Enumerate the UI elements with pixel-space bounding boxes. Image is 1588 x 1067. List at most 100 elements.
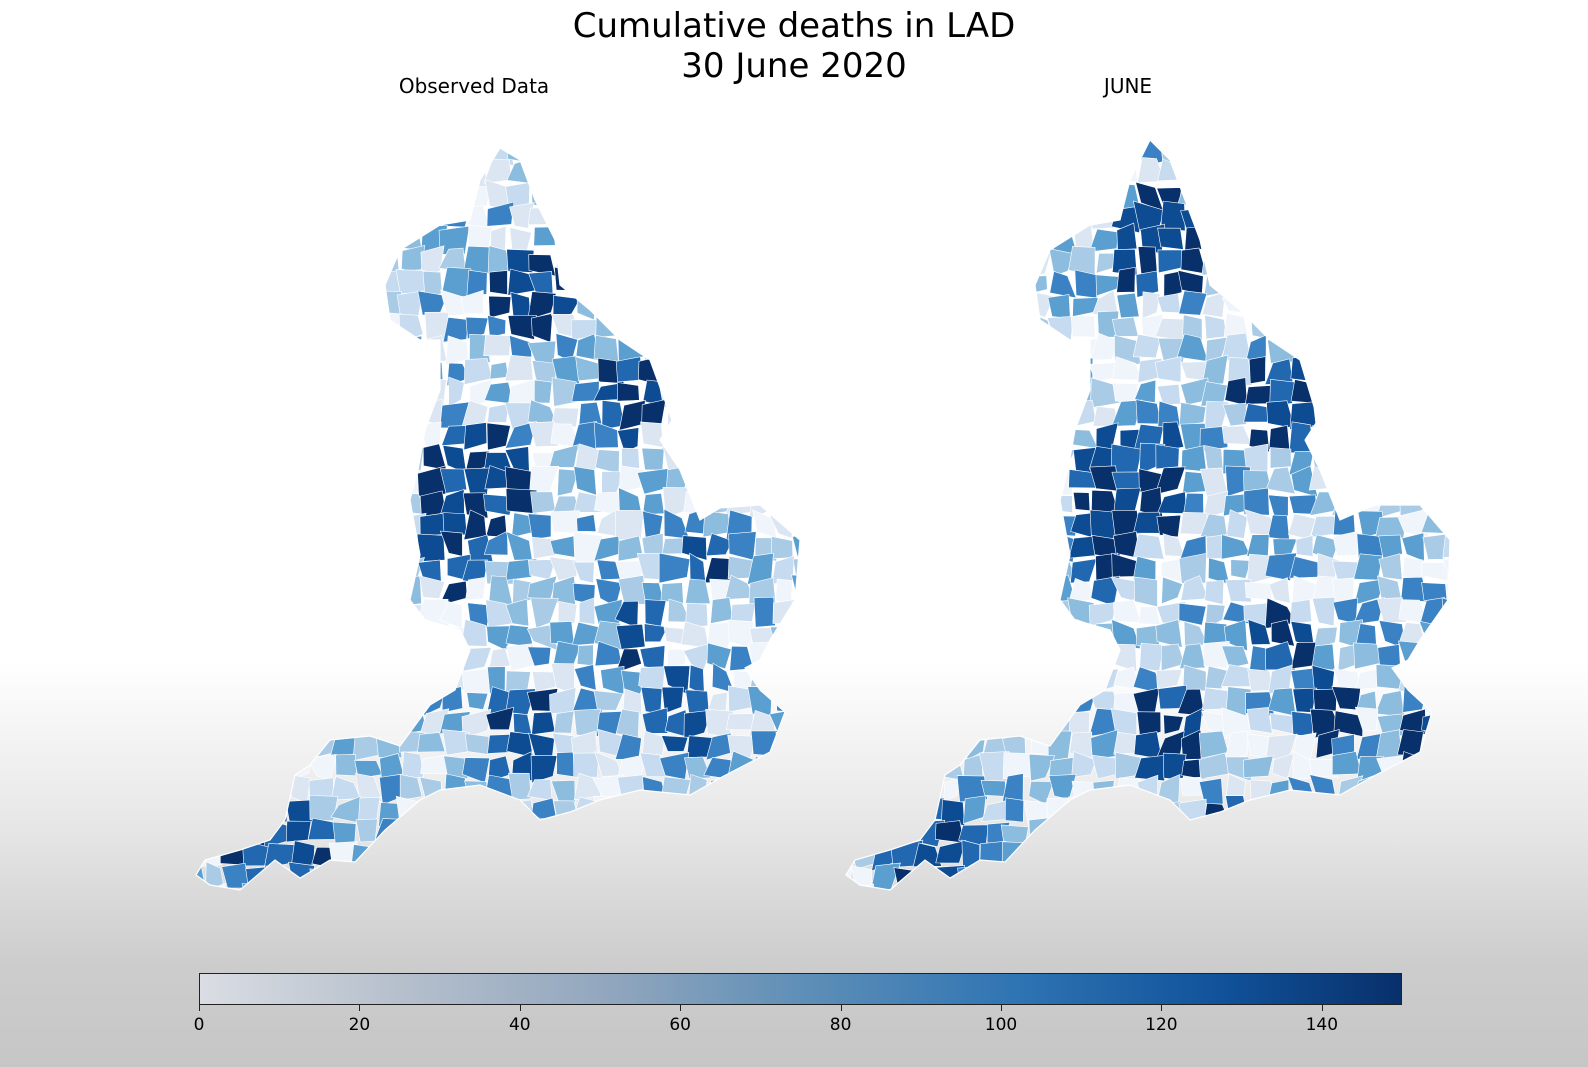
lad-region-observed bbox=[196, 444, 205, 473]
lad-region-june bbox=[890, 424, 923, 454]
lad-region-observed bbox=[641, 226, 670, 255]
lad-region-june bbox=[959, 245, 981, 274]
lad-region-observed bbox=[727, 399, 757, 428]
lad-region-observed bbox=[420, 245, 445, 278]
lad-region-june bbox=[1134, 379, 1157, 404]
lad-region-observed bbox=[244, 493, 272, 518]
lad-region-june bbox=[846, 689, 854, 717]
lad-region-june bbox=[871, 627, 900, 644]
lad-region-june bbox=[891, 575, 924, 604]
lad-region-observed bbox=[753, 596, 776, 628]
lad-region-june bbox=[1419, 780, 1448, 798]
lad-region-observed bbox=[686, 385, 708, 407]
lad-region-observed bbox=[793, 447, 800, 470]
lad-region-observed bbox=[196, 688, 203, 718]
lad-region-june bbox=[851, 185, 873, 210]
lad-region-june bbox=[1288, 421, 1315, 454]
lad-region-observed bbox=[659, 845, 686, 870]
lad-region-june bbox=[1333, 818, 1360, 845]
lad-region-observed bbox=[289, 443, 315, 472]
lad-region-june bbox=[1244, 180, 1271, 211]
colorbar-tick-label: 120 bbox=[1145, 1015, 1178, 1035]
lad-region-observed bbox=[594, 247, 623, 276]
lad-region-june bbox=[1184, 140, 1201, 162]
lad-region-june bbox=[850, 271, 879, 297]
lad-region-june bbox=[1441, 224, 1450, 254]
lad-region-observed bbox=[242, 534, 274, 558]
lad-region-june bbox=[1379, 400, 1406, 432]
lad-region-june bbox=[1421, 752, 1450, 776]
lad-region-june bbox=[846, 643, 853, 666]
lad-region-observed bbox=[265, 649, 294, 668]
lad-region-june bbox=[850, 377, 878, 408]
lad-region-june bbox=[983, 471, 1009, 498]
lad-region-june bbox=[1352, 596, 1385, 625]
map-observed bbox=[195, 147, 801, 891]
lad-region-june bbox=[1355, 334, 1381, 363]
lad-region-observed bbox=[196, 289, 203, 320]
lad-region-june bbox=[1376, 246, 1407, 276]
lad-region-june bbox=[980, 354, 1005, 385]
lad-region-observed bbox=[244, 464, 270, 496]
lad-region-june bbox=[1383, 377, 1404, 404]
lad-region-observed bbox=[200, 580, 227, 605]
lad-region-observed bbox=[200, 707, 228, 736]
lad-region-observed bbox=[772, 861, 800, 890]
lad-region-june bbox=[1378, 181, 1401, 211]
lad-region-observed bbox=[402, 684, 422, 710]
lad-region-observed bbox=[573, 664, 597, 691]
lad-region-observed bbox=[196, 552, 203, 583]
lad-region-observed bbox=[596, 222, 623, 254]
lad-region-observed bbox=[505, 148, 534, 163]
lad-region-observed bbox=[399, 148, 427, 165]
lad-region-observed bbox=[196, 148, 222, 162]
lad-region-observed bbox=[420, 161, 442, 187]
lad-region-june bbox=[846, 335, 854, 366]
lad-region-observed bbox=[372, 148, 404, 161]
lad-region-june bbox=[963, 577, 989, 601]
lad-region-june bbox=[1445, 358, 1450, 386]
lad-region-june bbox=[854, 403, 877, 430]
lad-region-june bbox=[1353, 843, 1385, 872]
lad-region-june bbox=[1027, 579, 1055, 601]
lad-region-june bbox=[1270, 619, 1295, 647]
lad-region-observed bbox=[489, 817, 515, 841]
lad-region-observed bbox=[793, 319, 800, 339]
lad-region-june bbox=[1288, 803, 1318, 826]
lad-region-june bbox=[1001, 670, 1031, 690]
lad-region-observed bbox=[708, 381, 727, 409]
lad-region-observed bbox=[330, 358, 362, 387]
lad-region-observed bbox=[725, 183, 756, 203]
lad-region-observed bbox=[329, 249, 359, 277]
lad-region-observed bbox=[196, 162, 198, 189]
lad-region-observed bbox=[795, 645, 800, 673]
lad-region-june bbox=[1111, 399, 1143, 427]
lad-region-observed bbox=[292, 377, 310, 406]
lad-region-observed bbox=[615, 623, 646, 650]
lad-region-observed bbox=[776, 799, 798, 828]
lad-region-june bbox=[914, 425, 941, 446]
lad-region-observed bbox=[729, 777, 753, 806]
lad-region-observed bbox=[196, 401, 207, 429]
lad-region-june bbox=[1155, 669, 1183, 690]
lad-region-june bbox=[1332, 140, 1361, 164]
lad-region-observed bbox=[375, 385, 405, 410]
lad-region-observed bbox=[438, 839, 471, 865]
lad-region-june bbox=[1264, 552, 1298, 582]
lad-region-observed bbox=[665, 883, 691, 890]
title-line-2: 30 June 2020 bbox=[681, 46, 907, 86]
lad-region-june bbox=[1330, 886, 1354, 890]
lad-region-june bbox=[854, 554, 878, 579]
lad-region-june bbox=[1418, 405, 1448, 432]
lad-region-june bbox=[1378, 553, 1403, 581]
lad-region-june bbox=[1028, 341, 1051, 361]
lad-region-june bbox=[893, 184, 917, 210]
lad-region-june bbox=[1444, 753, 1450, 781]
lad-region-observed bbox=[309, 509, 334, 538]
lad-region-june bbox=[1334, 448, 1363, 468]
lad-region-observed bbox=[378, 515, 400, 541]
lad-region-observed bbox=[573, 842, 603, 867]
lad-region-june bbox=[1400, 449, 1430, 469]
lad-region-june bbox=[893, 867, 917, 890]
lad-region-observed bbox=[373, 162, 404, 185]
